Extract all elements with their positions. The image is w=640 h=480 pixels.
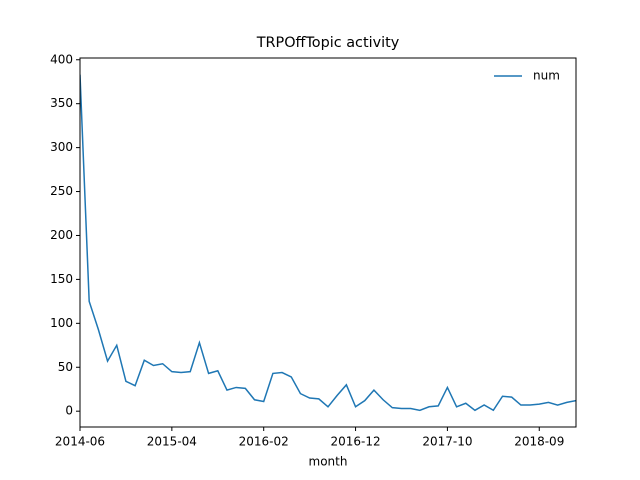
y-tick-label: 150: [50, 272, 73, 286]
x-tick-label: 2016-02: [239, 435, 289, 449]
y-tick-label: 50: [58, 360, 73, 374]
chart-title: TRPOffTopic activity: [256, 35, 400, 51]
x-tick-label: 2018-09: [514, 435, 564, 449]
y-tick-label: 0: [65, 404, 73, 418]
legend-label: num: [533, 69, 560, 83]
y-tick-label: 100: [50, 316, 73, 330]
y-tick-label: 400: [50, 52, 73, 66]
data-line: [80, 74, 576, 412]
x-tick-label: 2014-06: [55, 435, 105, 449]
x-tick-label: 2015-04: [147, 435, 197, 449]
x-axis-label: month: [309, 455, 348, 469]
y-tick-label: 300: [50, 140, 73, 154]
axes-frame: [79, 57, 577, 428]
x-tick-label: 2016-12: [330, 435, 380, 449]
y-tick-label: 200: [50, 228, 73, 242]
x-tick-label: 2017-10: [422, 435, 472, 449]
y-tick-label: 350: [50, 96, 73, 110]
y-tick-label: 250: [50, 184, 73, 198]
